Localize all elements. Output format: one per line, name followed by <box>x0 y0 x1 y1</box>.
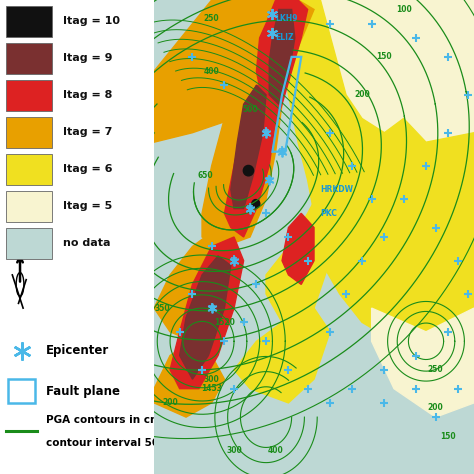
Text: 200: 200 <box>428 403 444 412</box>
Polygon shape <box>276 0 474 341</box>
Text: Itag = 7: Itag = 7 <box>63 127 112 137</box>
Polygon shape <box>154 0 314 142</box>
Text: 150: 150 <box>377 53 392 61</box>
Text: 350: 350 <box>154 304 170 312</box>
FancyBboxPatch shape <box>6 80 52 111</box>
Text: 250: 250 <box>204 15 219 23</box>
FancyBboxPatch shape <box>6 117 52 148</box>
Text: 300: 300 <box>204 375 219 383</box>
Polygon shape <box>180 256 231 379</box>
Polygon shape <box>154 228 234 341</box>
Text: PGA contours in cm/s²: PGA contours in cm/s² <box>46 415 175 425</box>
Polygon shape <box>256 0 308 133</box>
Text: Epicenter: Epicenter <box>46 344 109 357</box>
Polygon shape <box>170 237 244 389</box>
Text: LKH9: LKH9 <box>276 15 298 23</box>
FancyBboxPatch shape <box>6 43 52 74</box>
Text: 650: 650 <box>198 171 213 180</box>
Text: Itag = 9: Itag = 9 <box>63 53 113 64</box>
Text: 200: 200 <box>162 399 178 407</box>
Text: no data: no data <box>63 238 110 248</box>
Polygon shape <box>231 85 266 209</box>
Polygon shape <box>234 308 330 403</box>
Text: Itag = 8: Itag = 8 <box>63 90 112 100</box>
Text: 400: 400 <box>268 446 283 455</box>
Text: contour interval 50 cm/s²: contour interval 50 cm/s² <box>46 438 194 448</box>
Polygon shape <box>269 9 295 104</box>
Text: 200: 200 <box>354 91 370 99</box>
Polygon shape <box>202 85 282 246</box>
Ellipse shape <box>243 165 254 176</box>
Text: Itag = 10: Itag = 10 <box>63 16 120 27</box>
FancyBboxPatch shape <box>6 154 52 185</box>
Polygon shape <box>372 308 474 417</box>
Polygon shape <box>154 341 225 417</box>
FancyBboxPatch shape <box>6 228 52 259</box>
Polygon shape <box>282 213 314 284</box>
Text: PKC: PKC <box>320 209 337 218</box>
Polygon shape <box>225 85 276 237</box>
Text: 1453: 1453 <box>201 384 222 393</box>
Text: N: N <box>15 229 25 242</box>
Text: 150: 150 <box>441 432 456 440</box>
Text: 400: 400 <box>204 67 219 75</box>
Text: HRKDW: HRKDW <box>320 185 354 194</box>
Ellipse shape <box>252 200 260 208</box>
Text: 1520: 1520 <box>214 318 235 327</box>
FancyBboxPatch shape <box>6 6 52 37</box>
Text: Itag = 6: Itag = 6 <box>63 164 113 174</box>
Text: ELIZ: ELIZ <box>276 34 294 42</box>
FancyBboxPatch shape <box>6 191 52 222</box>
Text: 100: 100 <box>396 5 411 14</box>
Text: 500: 500 <box>242 105 258 113</box>
Polygon shape <box>320 0 474 142</box>
Text: 300: 300 <box>226 446 242 455</box>
Text: 250: 250 <box>428 365 443 374</box>
Text: Fault plane: Fault plane <box>46 384 120 398</box>
Polygon shape <box>266 180 339 332</box>
Text: Itag = 5: Itag = 5 <box>63 201 112 211</box>
